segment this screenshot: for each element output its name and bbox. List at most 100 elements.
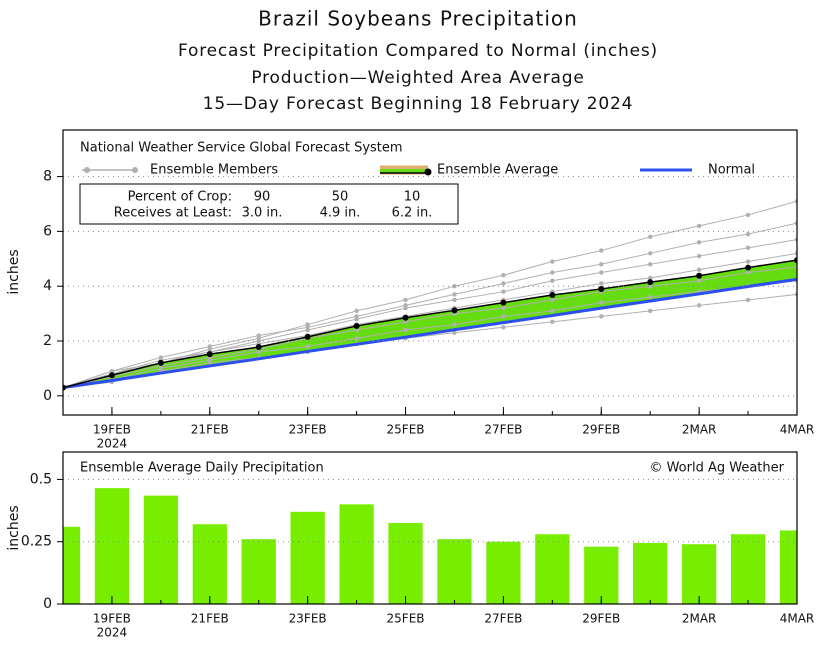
member-dot [696,303,702,308]
member-dot [599,248,604,253]
annotation: © World Ag Weather [649,461,784,476]
member-dot [109,368,115,374]
member-dot [354,327,359,333]
x-tick-label: 19FEB [93,612,131,626]
member-dot [696,253,702,259]
average-dot [794,257,797,264]
member-dot [696,240,702,245]
subtitle: 15—Day Forecast Beginning 18 February 20… [203,94,633,114]
member-dot [256,349,261,355]
plot-frame [62,451,798,605]
y-tick-label: 0 [43,388,52,404]
member-dot [648,294,653,300]
bar [486,541,521,604]
average-dot [549,291,556,298]
panel-title: Ensemble Average Daily Precipitation [80,461,324,476]
member-dot [696,267,702,272]
average-dot [353,322,360,329]
member-dot [648,251,653,256]
average-dot [206,351,213,358]
member-dot [256,333,261,338]
legend-swatch [84,167,90,173]
y-axis-label: inches [6,505,22,550]
member-dot [745,270,751,275]
average-line [63,259,797,389]
x-tick-label: 27FEB [484,423,522,437]
member-dot [501,273,506,278]
average-dot [647,279,654,286]
member-dot [599,270,604,275]
member-dot [403,319,408,325]
plot-area [63,199,797,391]
member-dot [452,330,457,335]
average-dot [451,307,458,314]
member-dot [550,308,555,314]
member-dot [305,344,310,349]
member-dot [648,308,653,314]
member-dot [403,297,408,303]
member-dot [550,259,555,264]
member-dot [501,325,506,330]
x-tick-label: 21FEB [191,423,229,437]
x-tick-label: 21FEB [191,612,229,626]
bar [143,495,178,604]
member-dot [696,223,702,229]
average-dot [696,272,703,279]
crop-percent: 50 [332,190,349,205]
crop-percent: 10 [404,190,421,205]
y-axis-label: inches [6,249,22,294]
bar [535,534,570,604]
source-label: National Weather Service Global Forecast… [80,141,403,156]
legend-label: Ensemble Average [437,163,558,178]
member-dot [599,314,604,319]
member-dot [403,305,408,311]
average-dot [304,333,311,340]
x-tick-label: 29FEB [582,612,620,626]
member-dot [501,289,506,294]
subtitle: Production—Weighted Area Average [251,68,584,88]
member-dot [403,327,408,333]
member-dot [550,270,555,275]
x-year-label: 2024 [97,437,128,451]
member-dot [452,292,457,297]
crop-table-box [79,183,459,225]
legend-label: Normal [708,163,755,178]
average-dot [500,299,507,306]
x-tick-label: 29FEB [582,423,620,437]
x-tick-label: 19FEB [93,423,131,437]
member-dot [452,297,457,303]
y-tick-label: 0.5 [30,471,52,487]
average-dot [598,285,605,292]
bar [730,534,766,604]
normal-line [63,277,797,390]
average-dot [255,344,262,351]
plot-area [63,488,797,604]
member-dot [745,245,751,251]
member-dot [354,316,359,322]
bar [437,539,472,604]
bar [388,523,423,604]
member-dot [501,314,506,319]
average-dot [157,359,164,366]
legend-swatch [132,167,138,173]
member-dot [305,327,310,333]
legend-label: Ensemble Members [150,163,278,178]
member-dot [745,212,751,218]
member-dot [452,322,457,327]
subtitle: Forecast Precipitation Compared to Norma… [178,41,658,61]
member-line [63,252,797,389]
bar [633,542,668,604]
crop-row-label: Percent of Crop: [128,190,232,205]
bar [339,504,374,604]
crop-row-label: Receives at Least: [114,206,232,221]
x-tick-label: 2MAR [682,612,717,626]
crop-amount: 3.0 in. [242,206,283,221]
member-line [63,266,797,389]
x-year-label: 2024 [97,626,128,640]
member-dot [550,297,555,303]
bar [63,526,81,604]
member-dot [354,336,359,341]
y-tick-label: 8 [43,169,52,185]
average-dot [402,314,409,321]
